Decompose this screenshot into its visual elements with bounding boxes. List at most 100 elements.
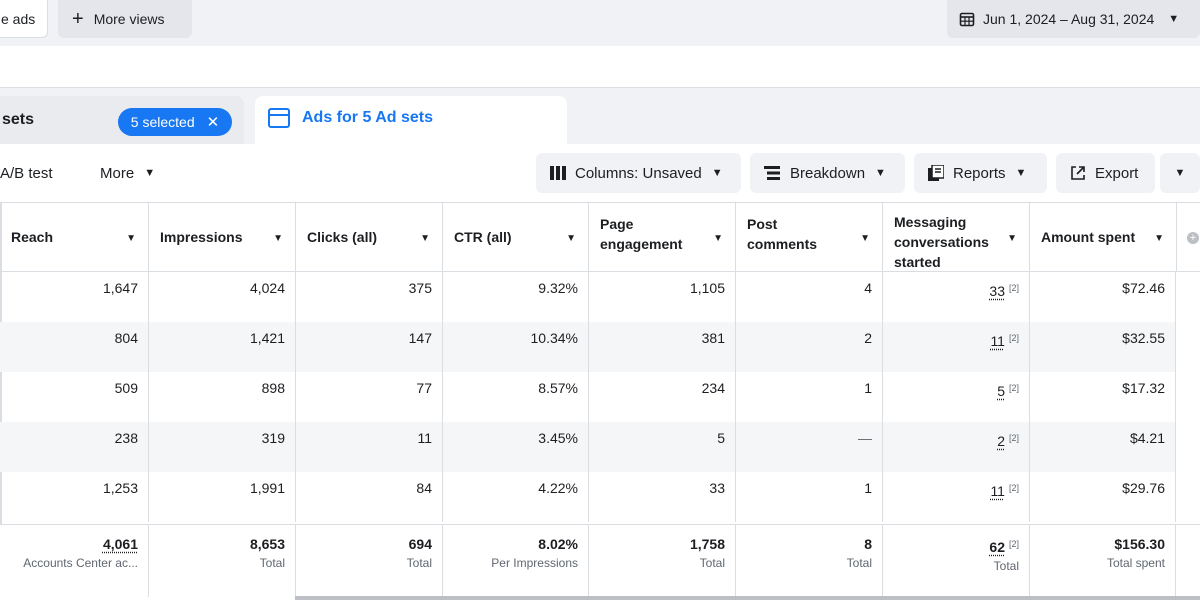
total-clicks-value: 694 [408,536,432,552]
cell-page-engagement: 1,105 [589,272,736,322]
horizontal-scrollbar[interactable] [295,596,1200,600]
chevron-down-icon: ▼ [875,167,886,179]
column-header-page-engagement[interactable]: Page engagement ▼ [589,203,736,271]
chevron-down-icon[interactable]: ▼ [1007,233,1017,244]
cell-reach: 509 [0,372,149,422]
breakdown-label: Breakdown [790,164,866,182]
chevron-down-icon: ▼ [144,167,156,179]
total-engagement-caption: Total [699,556,725,570]
level-tabs: sets 5 selected ✕ Ads for 5 Ad sets [0,88,1200,152]
ab-test-button[interactable]: A/B test [0,153,70,193]
cell-amount-spent: $72.46 [1030,272,1176,322]
cell-ctr: 10.34% [443,322,589,372]
footnote-marker[interactable]: [2] [1008,283,1019,293]
table-row[interactable]: 804 1,421 147 10.34% 381 2 11 [2] $32.55 [0,322,1176,372]
table-row[interactable]: 238 319 11 3.45% 5 — 2 [2] $4.21 [0,422,1176,472]
footnote-marker[interactable]: [2] [1008,539,1019,549]
total-reach: 4,061 Accounts Center ac... [0,525,149,597]
date-range-picker[interactable]: Jun 1, 2024 – Aug 31, 2024 ▼ [947,0,1200,38]
column-header-label: Clicks (all) [307,229,378,245]
cell-clicks: 11 [296,422,443,472]
footnote-marker[interactable]: [2] [1008,483,1019,493]
cell-messaging: 2 [2] [883,422,1030,472]
chevron-down-icon[interactable]: ▼ [420,233,430,244]
messaging-value[interactable]: 5 [997,383,1005,399]
tab-ad-sets-label: sets [2,111,35,128]
cell-reach: 238 [0,422,149,472]
messaging-value[interactable]: 11 [990,483,1005,499]
breakdown-icon [764,166,780,180]
plus-icon: + [72,8,84,30]
ads-view-tab[interactable]: e ads [0,0,48,38]
cell-messaging: 11 [2] [883,472,1030,522]
tab-ad-sets[interactable]: sets 5 selected ✕ [0,96,244,144]
ads-view-tab-label: e ads [1,10,36,27]
total-comments-value: 8 [864,536,872,552]
cell-page-engagement: 5 [589,422,736,472]
column-header-reach[interactable]: Reach ▼ [0,203,149,271]
export-label: Export [1095,164,1139,182]
column-header-label: Page engagement [600,216,683,252]
cell-messaging: 11 [2] [883,322,1030,372]
total-amount-spent: $156.30 Total spent [1030,525,1176,597]
chevron-down-icon[interactable]: ▼ [566,233,576,244]
cell-impressions: 1,421 [149,322,296,372]
chevron-down-icon[interactable]: ▼ [126,233,136,244]
export-options-button[interactable]: ▼ [1160,153,1200,193]
breakdown-button[interactable]: Breakdown ▼ [750,153,905,193]
column-header-post-comments[interactable]: Post comments ▼ [736,203,883,271]
messaging-value[interactable]: 11 [990,333,1005,349]
reports-button[interactable]: Reports ▼ [914,153,1047,193]
column-header-label: CTR (all) [454,229,512,245]
total-impressions-value: 8,653 [249,536,285,552]
more-button[interactable]: More ▼ [100,153,180,193]
tab-ads[interactable]: Ads for 5 Ad sets [255,96,567,152]
chevron-down-icon[interactable]: ▼ [273,233,283,244]
column-header-clicks[interactable]: Clicks (all) ▼ [296,203,443,271]
cell-impressions: 1,991 [149,472,296,522]
footnote-marker[interactable]: [2] [1008,433,1019,443]
export-icon [1071,166,1085,180]
add-column-icon[interactable]: + [1187,232,1199,244]
messaging-value[interactable]: 2 [997,433,1005,449]
chevron-down-icon[interactable]: ▼ [713,233,723,244]
selected-filter-pill[interactable]: 5 selected ✕ [118,108,232,136]
search-filter-bar[interactable] [0,46,1200,88]
column-header-messaging[interactable]: Messaging conversations started ▼ [883,203,1030,271]
cell-post-comments: 1 [736,372,883,422]
cell-impressions: 319 [149,422,296,472]
cell-reach: 804 [0,322,149,372]
column-header-impressions[interactable]: Impressions ▼ [149,203,296,271]
total-messaging: 62 [2] Total [883,525,1030,597]
cell-page-engagement: 381 [589,322,736,372]
column-header-ctr[interactable]: CTR (all) ▼ [443,203,589,271]
columns-icon [550,166,566,180]
column-header-amount-spent[interactable]: Amount spent ▼ [1030,203,1177,271]
cell-impressions: 898 [149,372,296,422]
cell-amount-spent: $4.21 [1030,422,1176,472]
cell-clicks: 147 [296,322,443,372]
total-clicks: 694 Total [296,525,443,597]
chevron-down-icon[interactable]: ▼ [1154,233,1164,244]
cell-impressions: 4,024 [149,272,296,322]
close-icon[interactable]: ✕ [206,114,220,131]
more-views-button[interactable]: + More views [58,0,192,38]
total-spent-value: $156.30 [1114,536,1165,552]
total-clicks-caption: Total [406,556,432,570]
chevron-down-icon[interactable]: ▼ [860,233,870,244]
table-row[interactable]: 509 898 77 8.57% 234 1 5 [2] $17.32 [0,372,1176,422]
footnote-marker[interactable]: [2] [1008,383,1019,393]
export-button[interactable]: Export [1056,153,1155,193]
table-row[interactable]: 1,647 4,024 375 9.32% 1,105 4 33 [2] $72.… [0,272,1176,322]
date-range-label: Jun 1, 2024 – Aug 31, 2024 [983,11,1155,27]
columns-button[interactable]: Columns: Unsaved ▼ [536,153,741,193]
column-header-label: Impressions [160,229,243,245]
chevron-down-icon: ▼ [1168,13,1180,25]
cell-post-comments: 4 [736,272,883,322]
total-messaging-value[interactable]: 62 [989,539,1005,555]
total-impressions: 8,653 Total [149,525,296,597]
footnote-marker[interactable]: [2] [1008,333,1019,343]
total-reach-value[interactable]: 4,061 [102,536,138,552]
messaging-value[interactable]: 33 [989,283,1005,299]
table-row[interactable]: 1,253 1,991 84 4.22% 33 1 11 [2] $29.76 [0,472,1176,522]
